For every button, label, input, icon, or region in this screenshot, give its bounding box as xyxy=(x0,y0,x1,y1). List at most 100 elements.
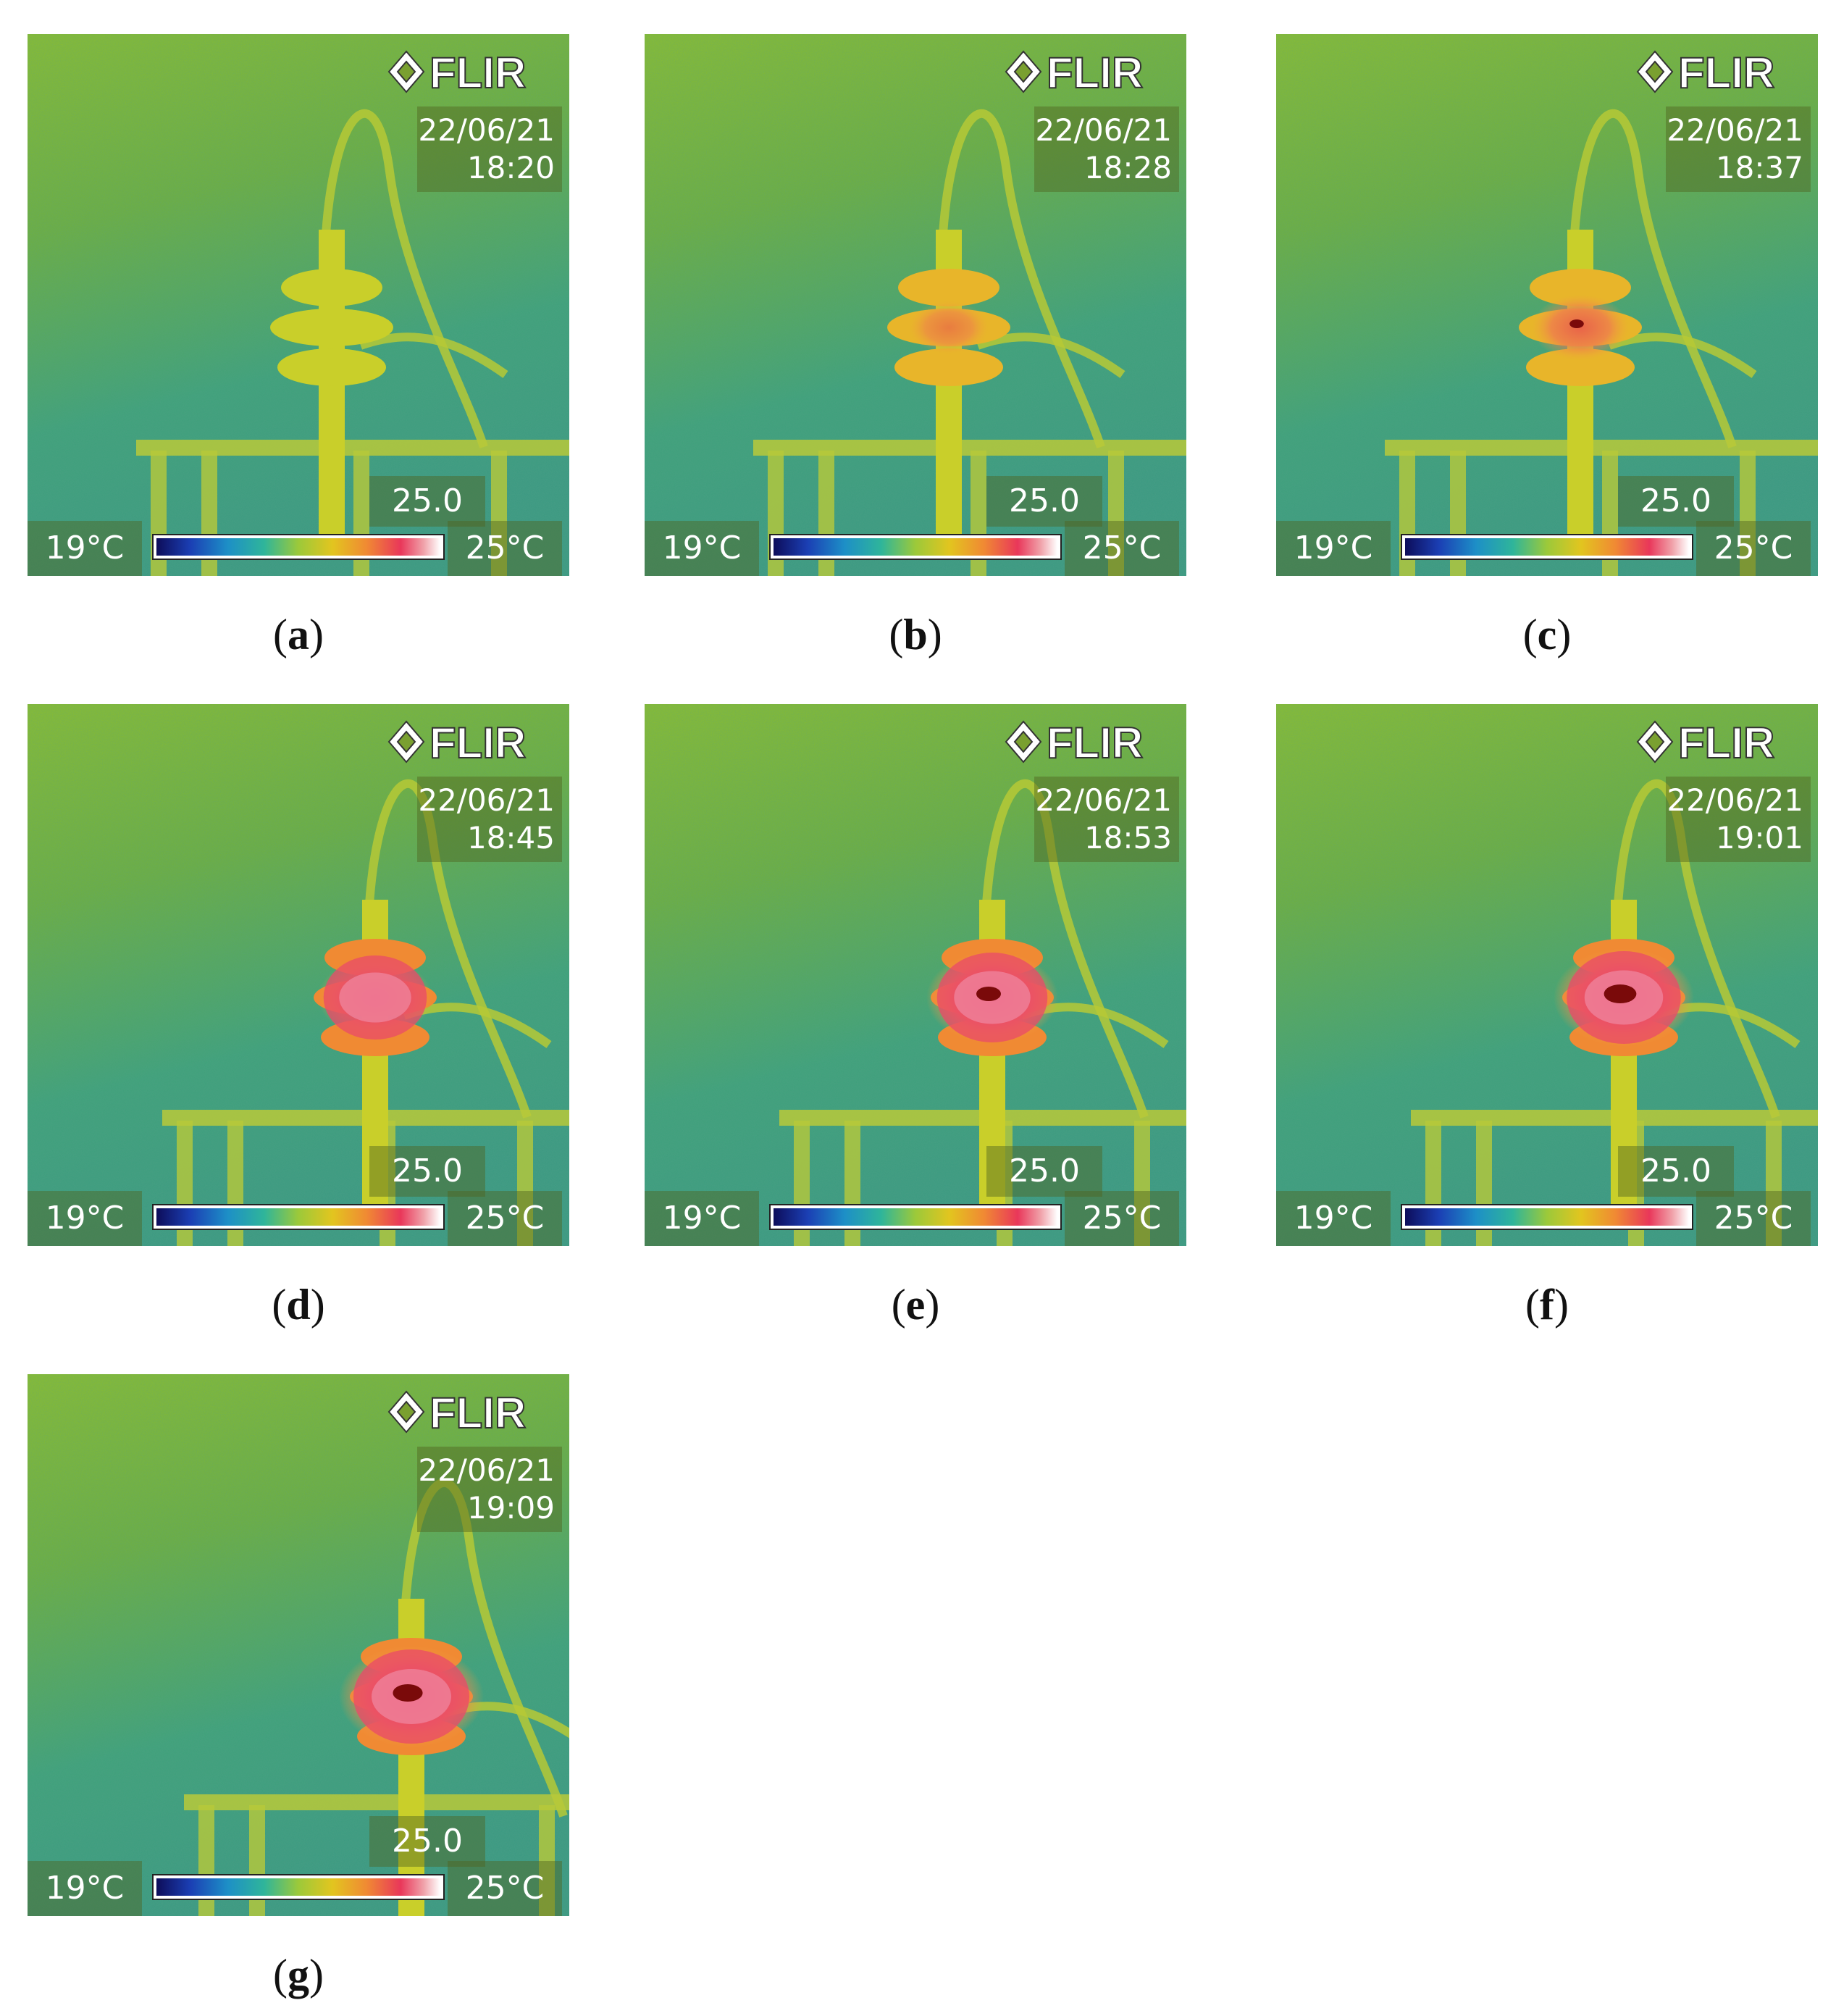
panel-caption-e: (e) xyxy=(891,1281,940,1329)
flir-logo: FLIR xyxy=(1005,49,1144,96)
panel-caption-c: (c) xyxy=(1522,611,1572,658)
flir-logo: FLIR xyxy=(387,1389,527,1436)
temperature-min-label: 19°C xyxy=(1276,521,1391,576)
insulator-shed xyxy=(281,269,382,306)
frame-bar xyxy=(184,1794,569,1810)
frame-bar xyxy=(1385,440,1818,456)
time-label: 18:37 xyxy=(1715,150,1803,185)
span-value: 25.0 xyxy=(369,1146,485,1197)
thermal-image xyxy=(1276,34,1818,576)
flir-logo-text: FLIR xyxy=(1047,719,1143,766)
cable-line xyxy=(981,779,1149,1118)
timestamp-box: 22/06/21 18:45 xyxy=(417,777,562,862)
temperature-min-label: 19°C xyxy=(645,1191,759,1246)
panel-caption-letter: d xyxy=(286,1281,311,1329)
panel-caption-letter: e xyxy=(905,1281,926,1329)
color-scale-bar xyxy=(152,1204,445,1230)
time-label: 18:45 xyxy=(466,820,555,856)
timestamp-box: 22/06/21 18:53 xyxy=(1034,777,1179,862)
span-value: 25.0 xyxy=(986,476,1102,527)
time-label: 18:53 xyxy=(1083,820,1172,856)
color-scale-bar xyxy=(769,534,1062,560)
hotspot-mark xyxy=(393,1684,423,1702)
panel-caption-f: (f) xyxy=(1525,1281,1569,1329)
insulator-shed xyxy=(894,348,1003,386)
insulator-shed xyxy=(277,348,386,386)
panel-caption-letter: f xyxy=(1540,1281,1554,1329)
timestamp-box: 22/06/21 19:09 xyxy=(417,1447,562,1532)
panel-caption-letter: g xyxy=(288,1951,309,1999)
panel-caption-letter: b xyxy=(903,611,928,658)
flir-logo-text: FLIR xyxy=(1678,719,1774,766)
cable-line xyxy=(937,109,1105,448)
date-label: 22/06/21 xyxy=(1035,782,1172,818)
flir-logo: FLIR xyxy=(387,719,527,766)
span-value: 25.0 xyxy=(369,1816,485,1867)
panel-caption-a: (a) xyxy=(273,611,324,658)
temperature-max-label: 25°C xyxy=(1065,1191,1179,1246)
thermal-panel-g: FLIR 22/06/21 19:09 25.0 19°C 25°C xyxy=(28,1374,569,1916)
hotspot-mark xyxy=(1604,984,1637,1003)
timestamp-box: 22/06/21 18:37 xyxy=(1666,106,1811,192)
flir-logo: FLIR xyxy=(1636,49,1775,96)
temperature-min-label: 19°C xyxy=(1276,1191,1391,1246)
temperature-min-label: 19°C xyxy=(28,1861,142,1916)
timestamp-box: 22/06/21 18:20 xyxy=(417,106,562,192)
time-label: 19:01 xyxy=(1715,820,1803,856)
thermal-panel-a: FLIR 22/06/21 18:20 25.0 19°C 25°C xyxy=(28,34,569,576)
thermal-image xyxy=(28,704,569,1246)
span-value: 25.0 xyxy=(1618,476,1734,527)
temperature-max-label: 25°C xyxy=(1696,521,1811,576)
time-label: 18:20 xyxy=(466,150,555,185)
flir-logo-text: FLIR xyxy=(1678,49,1774,96)
flir-logo-text: FLIR xyxy=(429,719,526,766)
thermal-panel-f: FLIR 22/06/21 19:01 25.0 19°C 25°C xyxy=(1276,704,1818,1246)
flir-logo: FLIR xyxy=(1636,719,1775,766)
temperature-max-label: 25°C xyxy=(448,1191,562,1246)
flir-logo-text: FLIR xyxy=(1047,49,1143,96)
hotspot-mark xyxy=(1569,319,1584,328)
thermal-panel-e: FLIR 22/06/21 18:53 25.0 19°C 25°C xyxy=(645,704,1186,1246)
flir-logo: FLIR xyxy=(387,49,527,96)
insulator-shed xyxy=(1530,269,1631,306)
insulator-shed xyxy=(1526,348,1635,386)
temperature-max-label: 25°C xyxy=(1065,521,1179,576)
panel-caption-d: (d) xyxy=(272,1281,325,1329)
time-label: 19:09 xyxy=(466,1490,555,1526)
frame-bar xyxy=(136,440,569,456)
cable-line xyxy=(364,779,532,1118)
insulator-shed xyxy=(270,309,393,346)
thermal-image xyxy=(645,34,1186,576)
color-scale-bar xyxy=(152,534,445,560)
timestamp-box: 22/06/21 19:01 xyxy=(1666,777,1811,862)
date-label: 22/06/21 xyxy=(1667,112,1803,148)
thermal-panel-d: FLIR 22/06/21 18:45 25.0 19°C 25°C xyxy=(28,704,569,1246)
thermal-panel-c: FLIR 22/06/21 18:37 25.0 19°C 25°C xyxy=(1276,34,1818,576)
panel-caption-g: (g) xyxy=(273,1951,324,1999)
thermal-panel-b: FLIR 22/06/21 18:28 25.0 19°C 25°C xyxy=(645,34,1186,576)
temperature-max-label: 25°C xyxy=(448,521,562,576)
span-value: 25.0 xyxy=(369,476,485,527)
color-scale-bar xyxy=(152,1874,445,1900)
span-value: 25.0 xyxy=(1618,1146,1734,1197)
thermal-image xyxy=(28,1374,569,1916)
color-scale-bar xyxy=(1401,1204,1693,1230)
timestamp-box: 22/06/21 18:28 xyxy=(1034,106,1179,192)
cable-line xyxy=(1569,109,1737,448)
date-label: 22/06/21 xyxy=(1667,782,1803,818)
temperature-min-label: 19°C xyxy=(28,521,142,576)
time-label: 18:28 xyxy=(1083,150,1172,185)
temperature-min-label: 19°C xyxy=(28,1191,142,1246)
cable-line xyxy=(320,109,488,448)
flir-logo-text: FLIR xyxy=(429,1389,526,1436)
frame-bar xyxy=(753,440,1186,456)
hot-region xyxy=(909,301,989,354)
date-label: 22/06/21 xyxy=(418,112,555,148)
color-scale-bar xyxy=(769,1204,1062,1230)
cable-line xyxy=(400,1478,568,1818)
flir-logo-text: FLIR xyxy=(429,49,526,96)
date-label: 22/06/21 xyxy=(1035,112,1172,148)
thermal-image xyxy=(1276,704,1818,1246)
span-value: 25.0 xyxy=(986,1146,1102,1197)
thermal-image xyxy=(645,704,1186,1246)
